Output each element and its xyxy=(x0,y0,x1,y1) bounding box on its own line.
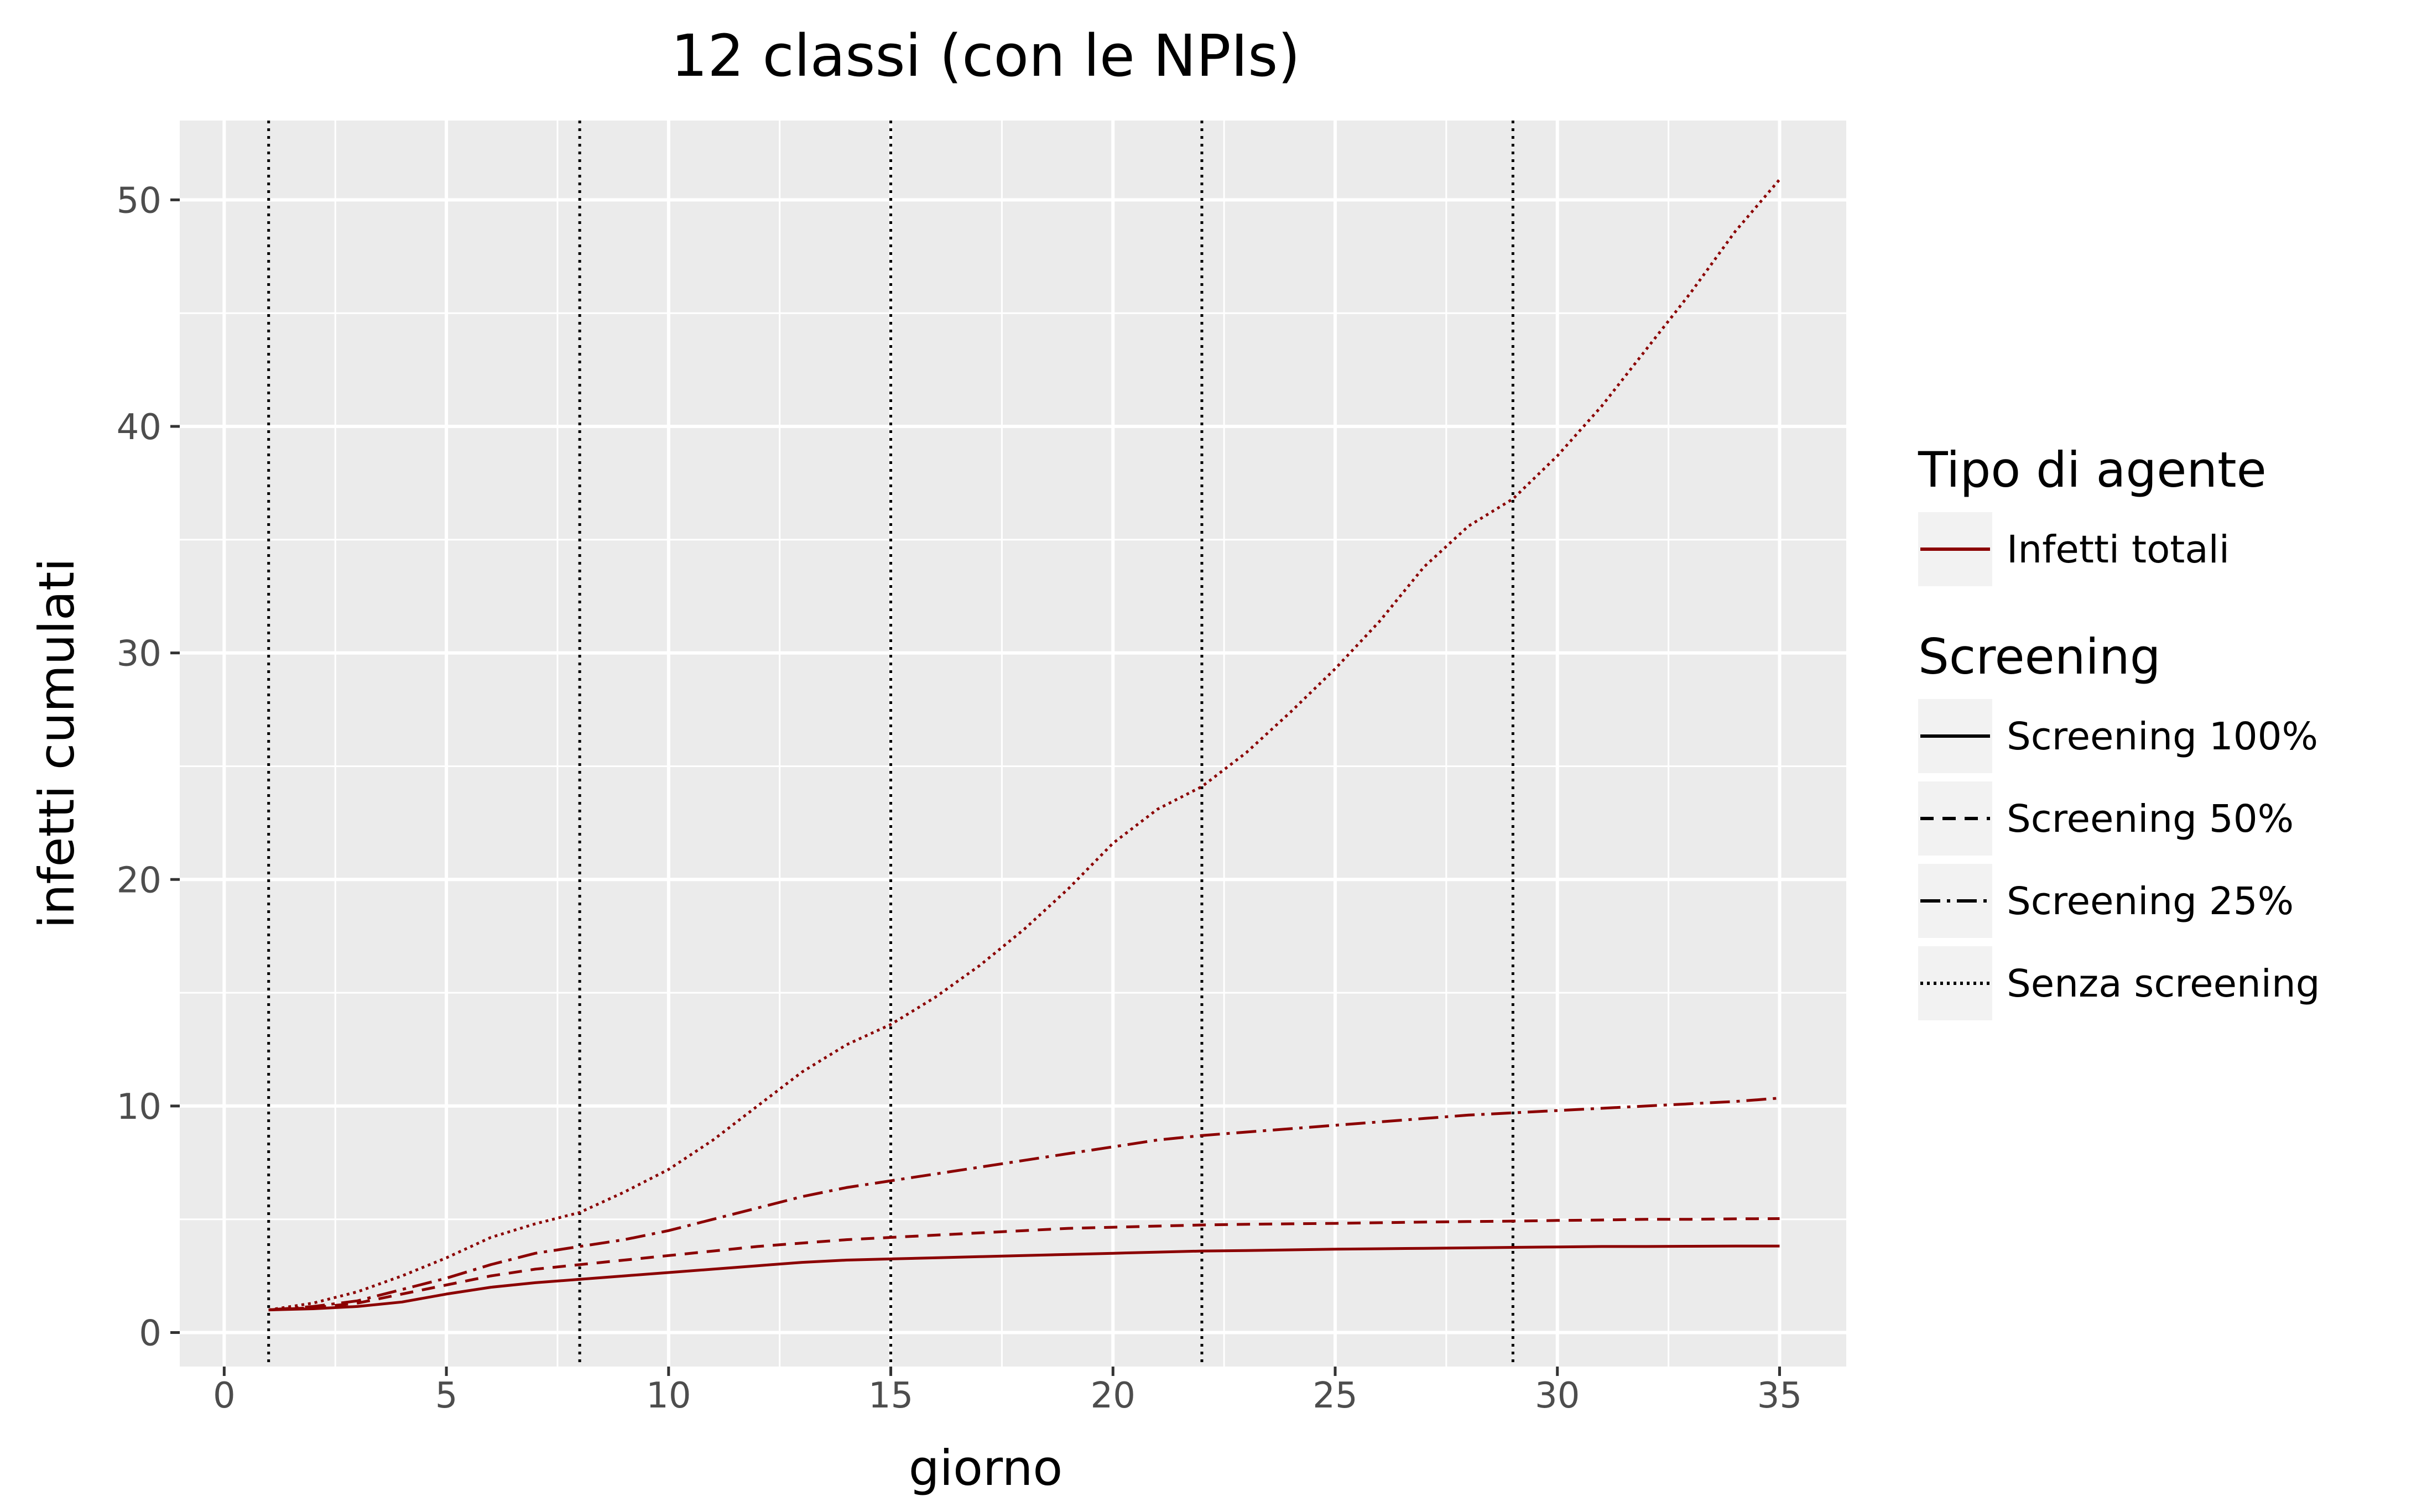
grid-minor xyxy=(180,121,1846,1367)
y-axis-label: infetti cumulati xyxy=(28,558,85,929)
legend-label: Senza screening xyxy=(2007,962,2320,1006)
legend-label: Infetti totali xyxy=(2007,528,2230,572)
series-line xyxy=(268,178,1781,1312)
x-tick-label: 5 xyxy=(435,1375,458,1416)
y-tick-label: 0 xyxy=(139,1313,162,1354)
reference-lines xyxy=(267,121,1514,1367)
y-tick-label: 20 xyxy=(117,860,162,901)
legend-title: Screening xyxy=(1918,628,2161,685)
legend-title: Tipo di agente xyxy=(1918,441,2267,498)
x-tick-label: 35 xyxy=(1757,1375,1802,1416)
x-tick-label: 25 xyxy=(1312,1375,1357,1416)
x-tick-label: 0 xyxy=(213,1375,236,1416)
legend-label: Screening 50% xyxy=(2007,797,2294,841)
y-axis: 0 10 20 30 40 50 xyxy=(117,180,180,1354)
x-tick-label: 10 xyxy=(646,1375,691,1416)
legend-label: Screening 100% xyxy=(2007,715,2318,759)
y-tick-label: 40 xyxy=(117,407,162,448)
series-line xyxy=(268,1097,1780,1312)
plot-panel xyxy=(180,121,1846,1367)
x-tick-label: 30 xyxy=(1535,1375,1580,1416)
y-tick-label: 30 xyxy=(117,634,162,675)
grid-major xyxy=(180,121,1846,1367)
series-line xyxy=(268,1217,1780,1312)
legend-label: Screening 25% xyxy=(2007,879,2294,924)
x-axis: 0 5 10 15 20 25 30 35 xyxy=(213,1367,1802,1416)
x-tick-label: 20 xyxy=(1091,1375,1136,1416)
y-tick-label: 10 xyxy=(117,1087,162,1128)
series-group xyxy=(268,178,1781,1312)
x-axis-label: giorno xyxy=(909,1440,1062,1497)
chart-title: 12 classi (con le NPIs) xyxy=(671,22,1300,90)
series-line xyxy=(268,1244,1780,1312)
legend: Tipo di agente Infetti totali Screening Scr… xyxy=(1918,441,2320,1020)
x-tick-label: 15 xyxy=(868,1375,913,1416)
y-tick-label: 50 xyxy=(117,180,162,221)
